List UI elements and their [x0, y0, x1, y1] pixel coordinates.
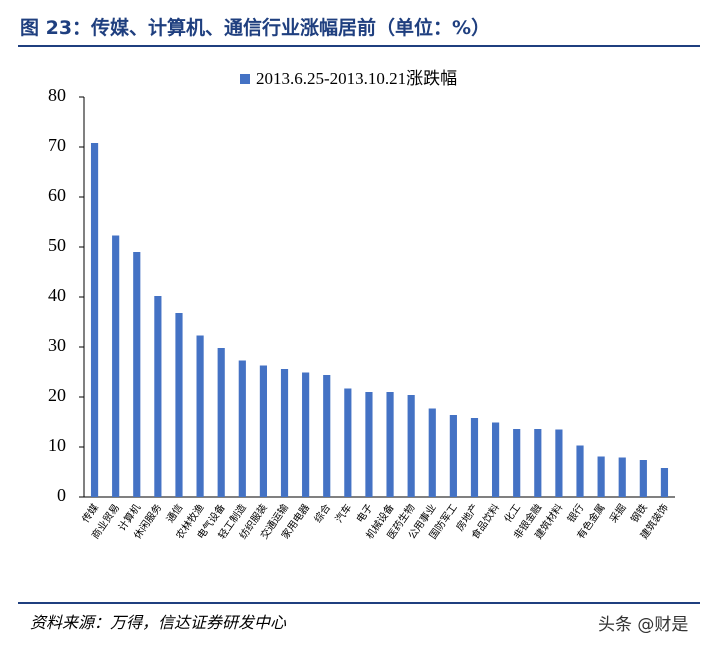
bar — [470, 418, 479, 497]
bar — [112, 235, 120, 497]
bar — [90, 143, 99, 497]
y-tick-label: 10 — [48, 435, 66, 455]
bar — [639, 460, 647, 497]
x-tick-label: 汽车 — [332, 501, 354, 525]
bar — [154, 296, 162, 497]
x-tick-label: 电子 — [353, 501, 375, 525]
x-tick-label: 钢铁 — [628, 501, 650, 525]
bar — [175, 313, 183, 497]
bar — [280, 369, 289, 497]
bar — [386, 392, 394, 497]
bar — [259, 365, 267, 497]
bar — [534, 429, 542, 497]
bar — [660, 468, 669, 497]
bar — [597, 456, 605, 497]
y-tick-label: 60 — [48, 185, 66, 205]
chart-title: 图 23：传媒、计算机、通信行业涨幅居前（单位：%） — [20, 16, 490, 39]
source: 资料来源：万得，信达证券研发中心 — [30, 613, 287, 632]
bar — [238, 360, 246, 497]
bar — [196, 335, 204, 497]
x-tick-label: 采掘 — [607, 501, 629, 525]
bar — [344, 388, 352, 497]
bar — [618, 457, 626, 497]
y-tick-label: 80 — [48, 85, 66, 105]
bar — [133, 252, 141, 497]
bar — [576, 445, 584, 497]
bar — [555, 429, 563, 497]
legend-swatch — [240, 74, 250, 84]
y-tick-label: 20 — [48, 385, 66, 405]
bar — [217, 348, 225, 497]
x-tick-label: 通信 — [164, 502, 185, 525]
y-tick-label: 50 — [48, 235, 66, 255]
bar — [428, 408, 436, 497]
y-tick-label: 0 — [57, 485, 66, 505]
watermark: 头条 @财是 — [598, 615, 688, 635]
bar — [365, 392, 373, 497]
bar — [492, 422, 500, 497]
x-tick-label: 传媒 — [80, 502, 101, 525]
x-tick-label: 银行 — [564, 501, 586, 525]
y-tick-label: 40 — [48, 285, 66, 305]
y-tick-label: 30 — [48, 335, 66, 355]
bar — [407, 395, 415, 497]
bar — [449, 415, 457, 497]
x-tick-label: 化工 — [501, 501, 523, 525]
bar — [323, 375, 331, 497]
legend-label: 2013.6.25-2013.10.21涨跌幅 — [256, 69, 457, 88]
bar — [513, 429, 521, 497]
bar — [302, 372, 310, 497]
x-tick-label: 综合 — [311, 501, 333, 525]
y-tick-label: 70 — [48, 135, 66, 155]
